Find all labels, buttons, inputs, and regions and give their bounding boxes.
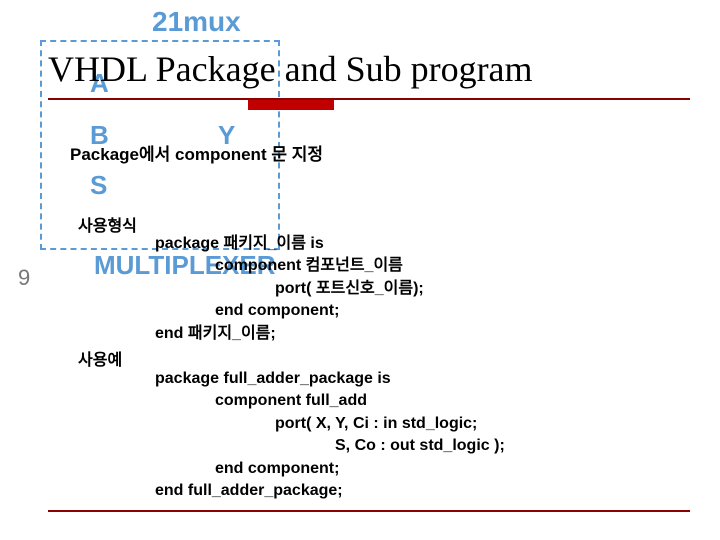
code-line: S, Co : out std_logic ); xyxy=(155,435,505,457)
subtitle: Package에서 component 문 지정 xyxy=(70,140,323,165)
red-accent-bar xyxy=(248,100,334,110)
code-line: end 패키지_이름; xyxy=(155,323,424,345)
label-format: 사용형식 xyxy=(78,212,137,236)
title-underline xyxy=(48,98,690,100)
code-line: port( X, Y, Ci : in std_logic; xyxy=(155,413,505,435)
code-line: component full_add xyxy=(155,390,505,412)
code-line: end full_adder_package; xyxy=(155,480,505,502)
page-title: VHDL Package and Sub program xyxy=(48,48,688,90)
code-line: package full_adder_package is xyxy=(155,368,505,390)
label-example: 사용예 xyxy=(78,346,122,370)
code-line: end component; xyxy=(155,458,505,480)
code-line: component 컴포넌트_이름 xyxy=(155,255,424,277)
bottom-underline xyxy=(48,510,690,512)
slide-content: VHDL Package and Sub program Package에서 c… xyxy=(0,0,720,540)
code-example-block: package full_adder_package is component … xyxy=(155,368,505,502)
code-line: end component; xyxy=(155,300,424,322)
code-line: port( 포트신호_이름); xyxy=(155,278,424,300)
code-format-block: package 패키지_이름 is component 컴포넌트_이름 port… xyxy=(155,233,424,345)
code-line: package 패키지_이름 is xyxy=(155,233,424,255)
